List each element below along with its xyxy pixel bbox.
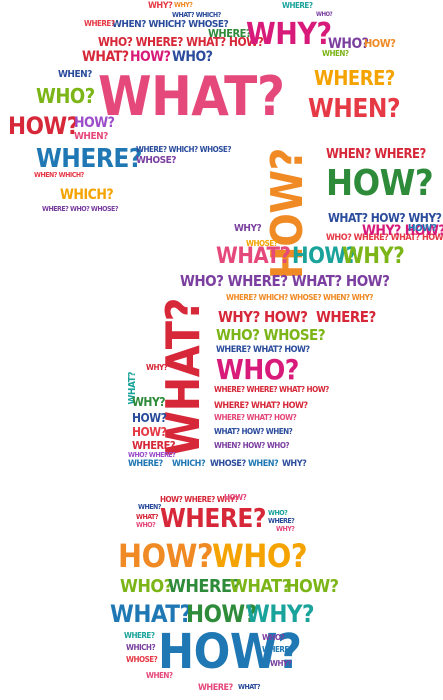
cloud-word: WHERE?: [160, 504, 266, 534]
cloud-word: WHY?: [246, 17, 332, 52]
cloud-word: WHERE? WHICH? WHOSE?: [136, 145, 232, 154]
cloud-word: WHY? HOW?: [218, 308, 308, 326]
cloud-word: WHEN? WHICH?: [34, 171, 84, 179]
cloud-word: WHOSE?: [210, 459, 246, 469]
cloud-word: WHAT?: [82, 49, 129, 65]
cloud-word: WHY?: [282, 459, 307, 469]
cloud-word: HOW?: [408, 223, 437, 234]
cloud-word: WHEN? HOW? WHO?: [214, 441, 290, 450]
cloud-word: WHEN? WHERE?: [326, 147, 426, 162]
cloud-word: WHERE?: [124, 631, 155, 640]
cloud-word: WHY?: [234, 223, 262, 234]
cloud-word: HOW?: [132, 411, 167, 425]
cloud-word: WHEN?: [138, 503, 161, 511]
cloud-word: WHERE?: [314, 66, 395, 90]
cloud-word: WHO?: [268, 509, 288, 517]
cloud-word: WHERE? WHAT? HOW?: [214, 401, 308, 411]
cloud-word: WHY?: [342, 244, 405, 269]
cloud-word: WHO?: [172, 49, 213, 65]
cloud-word: WHY?: [148, 1, 173, 11]
cloud-word: HOW?: [130, 49, 171, 65]
cloud-word: WHO?: [328, 36, 369, 52]
cloud-word: WHO? WHERE? WHAT? HOW?: [180, 272, 390, 290]
cloud-word: WHAT?: [136, 513, 159, 521]
cloud-word: WHERE? WHERE? WHAT? HOW?: [214, 385, 329, 394]
cloud-word: WHEN? WHICH? WHOSE?: [112, 19, 229, 30]
cloud-word: WHEN?: [74, 131, 108, 142]
cloud-word: WHO?: [316, 11, 333, 18]
cloud-word: WHO?: [262, 633, 285, 642]
cloud-word: WHAT? HOW? WHY?: [328, 211, 442, 225]
cloud-word: WHO? WHERE?: [128, 451, 176, 459]
cloud-word: WHAT? WHICH?: [172, 11, 221, 19]
cloud-word: HOW?: [118, 537, 214, 575]
cloud-word: WHAT?: [110, 600, 192, 628]
cloud-word: WHEN?: [58, 69, 92, 80]
cloud-word: WHERE?: [282, 1, 313, 10]
cloud-word: HOW?: [224, 493, 247, 502]
cloud-word: HOW?: [286, 576, 339, 597]
cloud-word: HOW?: [186, 600, 257, 628]
cloud-word: WHERE?: [84, 19, 115, 28]
cloud-word: WHICH?: [60, 187, 114, 203]
cloud-word: WHERE?: [208, 27, 252, 40]
cloud-word: HOW?: [8, 112, 79, 140]
cloud-word: HOW?: [326, 163, 434, 204]
cloud-word: WHY?: [146, 363, 168, 372]
cloud-word: WHERE?: [36, 144, 142, 174]
cloud-word: WHO?: [120, 576, 173, 597]
cloud-word: WHEN?: [322, 49, 349, 58]
cloud-word: WHAT? HOW? WHEN?: [214, 427, 293, 436]
cloud-word: WHAT?: [238, 683, 261, 691]
cloud-word: HOW?: [292, 244, 357, 269]
cloud-word: WHEN?: [308, 94, 401, 124]
cloud-word: HOW?: [132, 425, 167, 439]
cloud-word: WHERE? WHICH? WHOSE? WHEN? WHY?: [226, 293, 373, 302]
cloud-word: WHY?: [270, 659, 292, 668]
cloud-word: WHOSE?: [246, 239, 278, 248]
cloud-word: WHOSE?: [136, 155, 176, 166]
cloud-word: WHICH?: [126, 643, 156, 652]
cloud-word: WHO? WHOSE?: [216, 326, 326, 344]
cloud-word: WHO?: [216, 353, 299, 386]
cloud-word: WHERE?: [128, 459, 163, 469]
cloud-word: HOW?: [74, 115, 115, 131]
cloud-word: WHAT?: [156, 298, 210, 457]
cloud-word: WHAT?: [98, 65, 285, 128]
cloud-word: WHERE?: [262, 645, 293, 654]
cloud-word: WHY?: [132, 395, 166, 409]
cloud-word: WHAT?: [230, 576, 291, 597]
cloud-word: WHY?: [246, 600, 315, 628]
cloud-word: WHERE?: [132, 439, 176, 452]
cloud-word: WHERE?: [268, 517, 295, 525]
cloud-word: WHICH?: [172, 459, 206, 469]
cloud-word: HOW? WHERE? WHY?: [160, 495, 239, 504]
cloud-word: WHEN?: [248, 459, 279, 469]
cloud-word: WHO? WHERE? WHAT? HOW?: [326, 233, 443, 243]
cloud-word: WHOSE?: [126, 655, 158, 664]
cloud-word: WHO?: [36, 84, 95, 108]
cloud-word: HOW?: [158, 624, 302, 680]
cloud-word: WHERE?: [316, 308, 376, 326]
cloud-word: HOW?: [364, 37, 396, 50]
cloud-word: WHO?: [136, 521, 156, 529]
cloud-word: WHO? WHERE? WHAT? HOW?: [98, 35, 264, 49]
cloud-word: WHY?: [174, 1, 193, 9]
cloud-word: WHERE? WHAT? HOW?: [216, 345, 310, 355]
cloud-word: WHO?: [212, 537, 308, 575]
cloud-word: WHERE?: [198, 683, 233, 693]
cloud-word: WHY?: [276, 525, 295, 533]
cloud-word: WHY? HOW?: [362, 223, 443, 239]
cloud-word: WHERE? WHO? WHOSE?: [42, 205, 119, 213]
cloud-word: WHERE?: [168, 576, 241, 597]
cloud-word: WHERE? WHAT? HOW?: [214, 413, 297, 422]
cloud-word: WHAT?: [216, 244, 291, 269]
cloud-word: WHEN?: [146, 671, 173, 680]
